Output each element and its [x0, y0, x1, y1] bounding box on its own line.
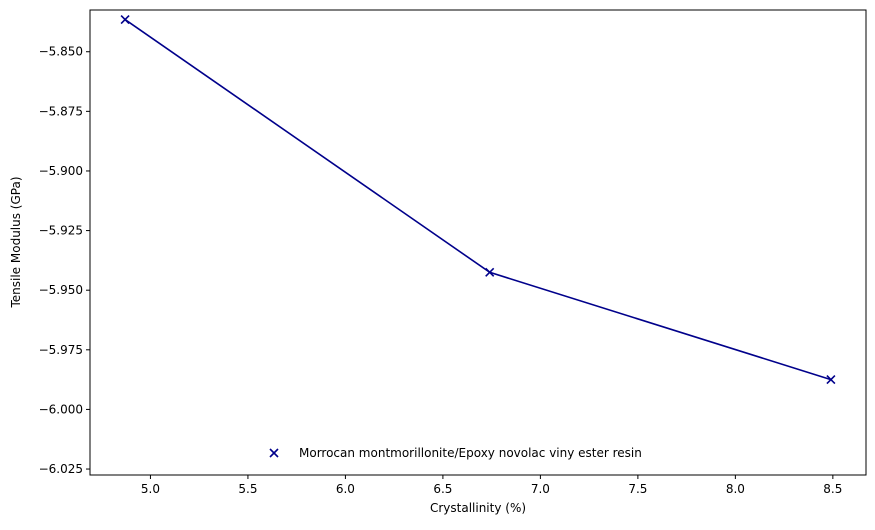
- x-tick-label: 5.0: [141, 482, 160, 496]
- x-tick-label: 7.0: [531, 482, 550, 496]
- legend-marker: [269, 448, 279, 458]
- y-tick-label: −6.025: [39, 462, 83, 476]
- x-tick-label: 8.0: [726, 482, 745, 496]
- data-point-marker: [120, 14, 130, 25]
- x-tick-label: 7.5: [628, 482, 647, 496]
- y-axis-label: Tensile Modulus (GPa): [9, 176, 23, 308]
- y-tick-label: −5.900: [39, 164, 83, 178]
- x-tick-label: 6.0: [336, 482, 355, 496]
- y-tick-label: −5.950: [39, 283, 83, 297]
- x-tick-label: 8.5: [823, 482, 842, 496]
- y-tick-label: −6.000: [39, 402, 83, 416]
- x-axis: 5.0 5.5 6.0 6.5 7.0 7.5 8.0 8.5: [141, 475, 842, 496]
- y-tick-label: −5.925: [39, 224, 83, 238]
- data-point-marker: [826, 375, 836, 385]
- y-tick-label: −5.875: [39, 104, 83, 118]
- series-line: [124, 18, 832, 381]
- y-tick-label: −5.975: [39, 343, 83, 357]
- y-tick-label: −5.850: [39, 45, 83, 59]
- plot-frame: [89, 9, 867, 476]
- y-axis: −5.850 −5.875 −5.900 −5.925 −5.950 −5.975 −6.0…: [39, 45, 90, 476]
- legend-label: Morrocan montmorillonite/Epoxy novolac v…: [299, 446, 642, 460]
- data-point-marker: [485, 267, 495, 277]
- legend: Morrocan montmorillonite/Epoxy novolac v…: [269, 446, 642, 460]
- x-tick-label: 5.5: [238, 482, 257, 496]
- series-layer: [120, 14, 836, 385]
- x-tick-label: 6.5: [433, 482, 452, 496]
- x-axis-label: Crystallinity (%): [430, 501, 526, 515]
